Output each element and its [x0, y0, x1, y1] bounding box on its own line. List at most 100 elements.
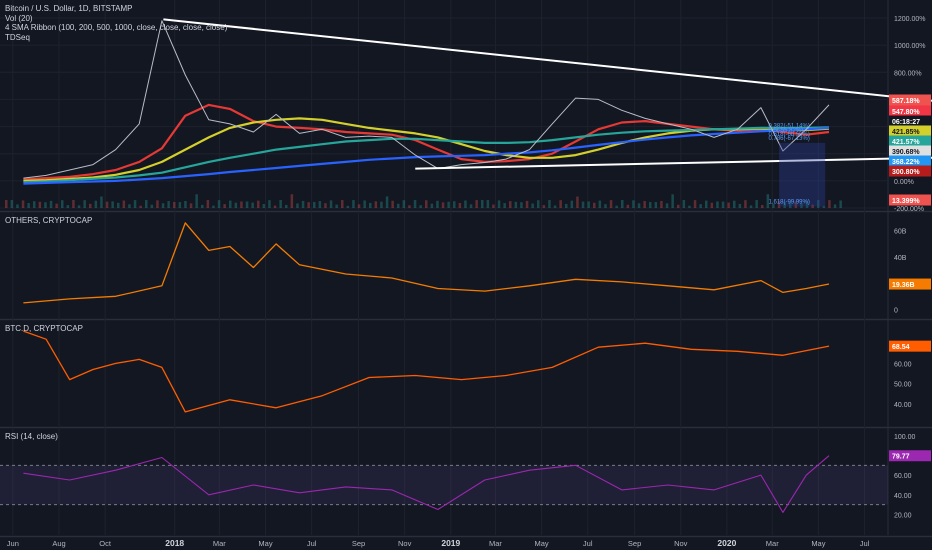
fib-level-label: 0.5(-55.82%) — [768, 128, 803, 134]
volume-bar — [430, 203, 434, 208]
volume-bar — [721, 201, 725, 208]
volume-bar — [223, 204, 226, 208]
rsi-pane-label[interactable]: RSI (14, close) — [5, 432, 58, 441]
volume-bar — [817, 200, 820, 208]
volume-bar — [307, 202, 310, 208]
time-tick-label: Sep — [352, 539, 365, 548]
volume-bar — [234, 202, 238, 208]
time-axis[interactable]: Jun Aug Oct 2018 Mar May Jul Sep Nov 2019 Mar May Ju… — [7, 538, 870, 548]
descending-trendline[interactable] — [163, 18, 932, 102]
volume-bar — [251, 202, 254, 208]
fib-retracement-box[interactable] — [779, 142, 826, 207]
rsi-line[interactable] — [23, 455, 830, 513]
volume-indicator-label[interactable]: Vol (20) — [5, 13, 33, 23]
volume-bar — [469, 204, 473, 208]
price-line[interactable] — [23, 20, 830, 179]
volume-bar — [61, 200, 64, 208]
volume-bar — [805, 200, 809, 208]
price-tick-label: 60.00 — [894, 361, 912, 368]
volume-bar — [587, 201, 590, 208]
volume-bar — [145, 200, 148, 208]
volume-bar — [497, 200, 501, 208]
volume-bar — [593, 202, 596, 208]
btcd-pane-label[interactable]: BTC.D, CRYPTOCAP — [5, 324, 83, 333]
volume-bar — [598, 200, 602, 208]
volume-bar — [643, 201, 646, 208]
volume-bar — [537, 200, 540, 208]
volume-bar — [206, 200, 210, 208]
price-tick-label: 1200.00% — [894, 16, 926, 23]
time-tick-label: Aug — [52, 539, 65, 548]
sma-line[interactable] — [23, 126, 830, 185]
volume-bar — [419, 205, 422, 208]
volume-bar — [296, 203, 299, 208]
volume-bar — [441, 202, 445, 208]
time-tick-label: Nov — [674, 539, 688, 548]
others-pane[interactable] — [23, 222, 830, 304]
price-tick-label: 800.00% — [894, 70, 922, 77]
symbol-title[interactable]: Bitcoin / U.S. Dollar, 1D, BITSTAMP — [5, 4, 133, 13]
volume-bar — [72, 200, 75, 208]
sma-line[interactable] — [23, 126, 830, 184]
volume-bar — [671, 194, 674, 208]
price-pane[interactable]: 0.382(-51.14%)0.5(-55.82%)0.618(-60.50%)… — [5, 18, 932, 208]
volume-bar — [682, 200, 686, 208]
volume-bar — [783, 202, 786, 208]
volume-bar — [38, 201, 42, 208]
price-badge-label: 587.18% — [892, 98, 920, 105]
volume-bar — [800, 203, 803, 208]
others-pane-label[interactable]: OTHERS, CRYPTOCAP — [5, 216, 93, 225]
volume-bar — [10, 200, 14, 208]
volume-bar — [229, 200, 232, 208]
volume-bar — [458, 202, 462, 208]
price-tick-label: 60.00 — [894, 473, 912, 480]
volume-bar — [744, 200, 747, 208]
volume-bar — [693, 200, 697, 208]
time-tick-label: Oct — [99, 539, 112, 548]
volume-bar — [156, 200, 159, 208]
price-badge-label: 06:18:27 — [892, 119, 920, 126]
price-tick-label: 40B — [894, 255, 907, 262]
sma-line[interactable] — [23, 103, 830, 181]
volume-bar — [55, 203, 58, 208]
volume-bar — [94, 200, 98, 208]
volume-bar — [492, 204, 495, 208]
time-tick-label: 2019 — [441, 538, 460, 548]
price-tick-label: 0 — [894, 307, 898, 314]
price-axis[interactable]: 1200.00%1000.00%800.00%600.00%400.00%200… — [889, 16, 931, 519]
support-trendline[interactable] — [415, 156, 932, 170]
volume-bar — [341, 200, 344, 208]
volume-bar — [755, 200, 758, 208]
volume-bar — [699, 204, 702, 208]
volume-bar — [811, 204, 814, 208]
time-tick-label: 2018 — [165, 538, 184, 548]
rsi-pane[interactable] — [0, 455, 888, 513]
volume-bar — [548, 200, 551, 208]
tdseq-label[interactable]: TDSeq — [5, 32, 30, 42]
volume-bar — [553, 205, 557, 208]
fib-level-label: 0.786(-67.13%) — [768, 136, 809, 142]
volume-bar — [5, 200, 8, 208]
volume-bar — [285, 204, 288, 208]
price-badge — [889, 340, 931, 352]
btcd-line[interactable] — [23, 330, 830, 413]
others-line[interactable] — [23, 222, 830, 304]
volume-bar — [318, 201, 322, 208]
volume-bar — [509, 201, 512, 208]
volume-bar — [189, 203, 193, 208]
volume-bar — [789, 201, 792, 208]
volume-bar — [749, 205, 753, 208]
price-badge — [889, 105, 931, 117]
volume-bar — [654, 202, 658, 208]
btcd-pane[interactable] — [23, 330, 830, 413]
volume-bar — [374, 201, 378, 208]
time-tick-label: Jul — [860, 539, 870, 548]
volume-bar — [105, 201, 109, 208]
volume-bar — [279, 200, 282, 208]
volume-bar — [369, 202, 372, 208]
price-badge — [889, 194, 931, 206]
volume-bar — [27, 203, 30, 208]
sma-ribbon-label[interactable]: 4 SMA Ribbon (100, 200, 500, 1000, close… — [5, 23, 228, 32]
price-tick-label: 100.00 — [894, 434, 916, 441]
